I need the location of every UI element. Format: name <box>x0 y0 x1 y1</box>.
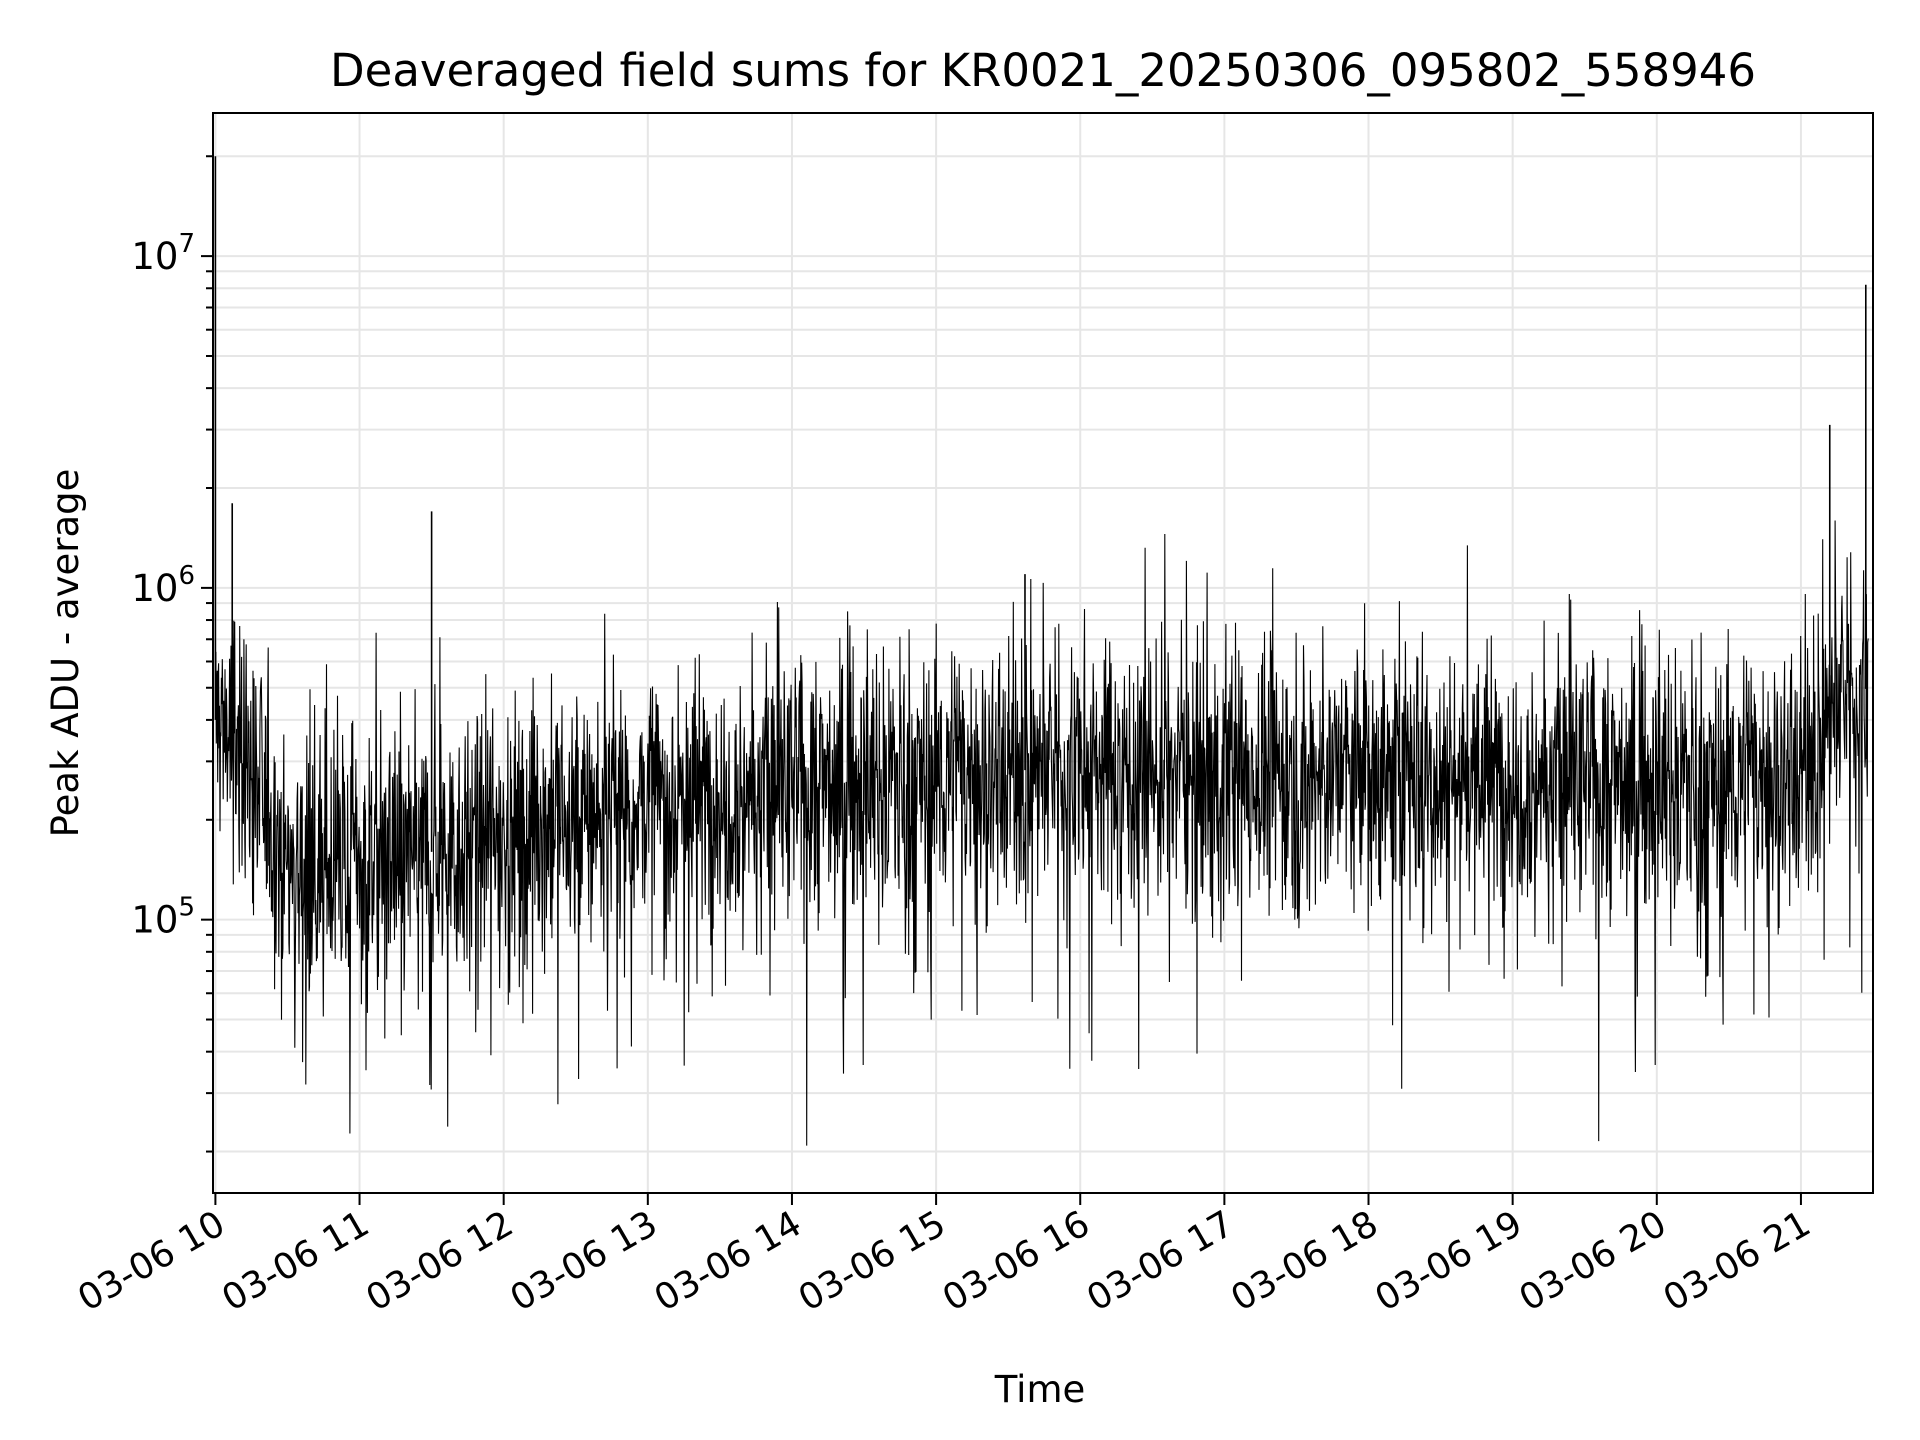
series-line <box>215 520 1869 1146</box>
y-tick-label: 105 <box>131 893 195 942</box>
y-tick-label: 107 <box>131 229 195 278</box>
plot-frame <box>212 112 1874 1194</box>
data-line <box>214 156 1869 1146</box>
y-axis: 105 106 107 <box>131 155 213 1153</box>
y-tick-label: 106 <box>131 561 195 610</box>
x-axis-label: Time <box>994 1368 1086 1411</box>
y-axis-label: Peak ADU - average <box>44 469 87 838</box>
chart-title: Deaveraged field sums for KR0021_2025030… <box>330 44 1756 97</box>
